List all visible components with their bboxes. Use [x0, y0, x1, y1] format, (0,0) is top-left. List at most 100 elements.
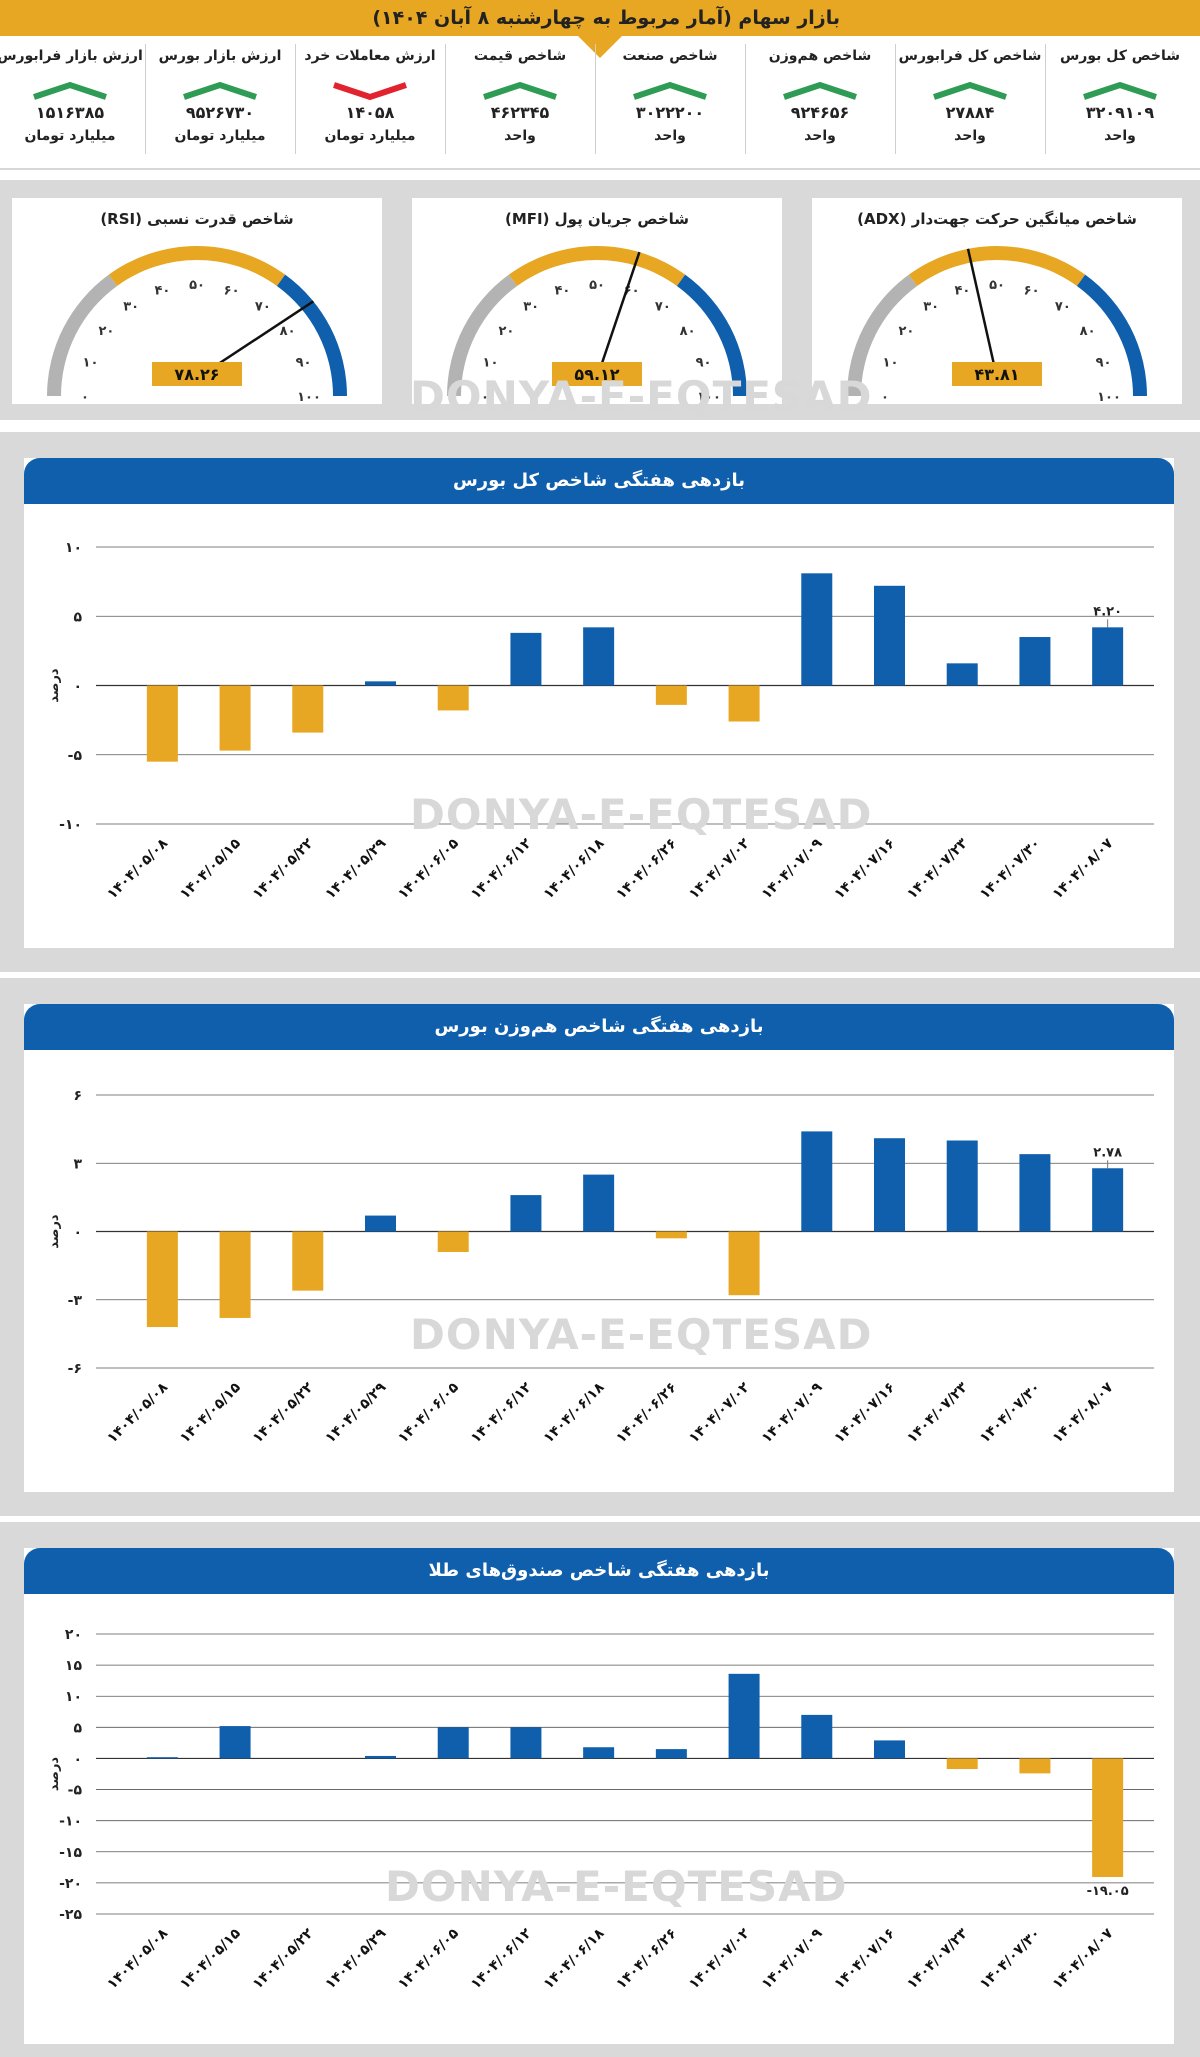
- chart-title: بازدهی هفتگی شاخص کل بورس: [452, 470, 746, 491]
- stat-separator: [595, 44, 596, 154]
- x-tick-label: ۱۴۰۴/۰۷/۰۲: [686, 1925, 753, 1992]
- stat-label: ارزش بازار فرابورس: [0, 48, 143, 64]
- x-tick-label: ۱۴۰۴/۰۷/۱۶: [831, 1926, 898, 1993]
- chart-panel-equal-weight: بازدهی هفتگی شاخص هم‌وزن بورس -۶ -۳ ۰ ۳ ۶ درص…: [0, 978, 1200, 1516]
- stat-label: ارزش بازار بورس: [158, 48, 282, 64]
- stats-strip: شاخص کل بورس ۳۲۰۹۱۰۹ واحد شاخص کل فرابورس ۲۷…: [0, 36, 1200, 170]
- trend-up-icon: [33, 81, 107, 100]
- bar: [801, 1131, 833, 1232]
- bar: [146, 1231, 178, 1328]
- gauge-tick-label: ۹۰: [696, 355, 712, 370]
- gauge-tick-label: ۶۰: [1024, 283, 1040, 298]
- bar: [1019, 1154, 1051, 1232]
- chart-header: بازدهی هفتگی شاخص صندوق‌های طلا: [24, 1548, 1174, 1594]
- bar: [510, 632, 542, 686]
- gauge-card: شاخص میانگین حرکت جهت‌دار (ADX) ۰ ۱۰ ۲۰ ۳۰ ۴۰…: [812, 198, 1182, 404]
- y-tick-label: ۱۰: [65, 1689, 82, 1705]
- trend-up-icon: [633, 81, 707, 100]
- y-tick-label: ۰: [73, 1751, 82, 1767]
- stat-value: ۱۵۱۶۳۸۵: [35, 103, 105, 122]
- bar: [1092, 627, 1124, 686]
- y-tick-label: ۵: [73, 1720, 82, 1736]
- gauge-tick-label: ۱۰: [483, 355, 499, 370]
- stat-value: ۴۶۲۳۴۵: [490, 103, 550, 122]
- x-tick-label: ۱۴۰۴/۰۵/۰۸: [104, 1379, 171, 1446]
- gauge-tick-label: ۱۰۰: [1097, 390, 1121, 404]
- stat-card: شاخص قیمت ۴۶۲۳۴۵ واحد: [446, 36, 594, 168]
- stat-unit: واحد: [804, 128, 836, 144]
- gauge-value-box: [552, 362, 642, 386]
- bar: [583, 1747, 615, 1759]
- gauge-title: شاخص میانگین حرکت جهت‌دار (ADX): [857, 210, 1137, 228]
- x-tick-label: ۱۴۰۴/۰۷/۱۶: [831, 1380, 898, 1447]
- bar: [655, 1231, 687, 1239]
- stat-unit: واحد: [654, 128, 686, 144]
- x-tick-label: ۱۴۰۴/۰۵/۰۸: [104, 835, 171, 902]
- gauges-panel: شاخص میانگین حرکت جهت‌دار (ADX) ۰ ۱۰ ۲۰ ۳۰ ۴۰…: [0, 180, 1200, 420]
- bar: [146, 1757, 178, 1759]
- gauge-tick-label: ۳۰: [923, 299, 939, 314]
- stat-value: ۳۲۰۹۱۰۹: [1085, 103, 1155, 122]
- bar: [874, 585, 905, 686]
- x-tick-label: ۱۴۰۴/۰۶/۱۲: [468, 1925, 535, 1992]
- y-tick-label: -۵: [68, 748, 83, 764]
- stat-unit: میلیارد تومان: [24, 128, 116, 144]
- bar: [801, 1714, 833, 1759]
- stat-label: شاخص کل فرابورس: [898, 48, 1042, 64]
- gauge-tick-label: ۴۰: [954, 283, 970, 298]
- trend-up-icon: [933, 81, 1007, 100]
- gauge-tick-label: ۰: [81, 390, 89, 404]
- bar: [583, 1174, 615, 1232]
- bar: [292, 1231, 324, 1291]
- bar: [365, 1755, 396, 1759]
- y-tick-label: ۵: [73, 609, 82, 625]
- bar: [874, 1740, 905, 1759]
- bar: [437, 685, 469, 711]
- x-tick-label: ۱۴۰۴/۰۷/۱۶: [831, 836, 898, 903]
- stat-unit: میلیارد تومان: [324, 128, 416, 144]
- x-tick-label: ۱۴۰۴/۰۷/۰۹: [759, 1925, 826, 1992]
- gauge-tick-label: ۱۰: [83, 355, 99, 370]
- stat-value: ۲۷۸۸۴: [945, 103, 995, 122]
- bar: [437, 1727, 469, 1759]
- gauge-title: شاخص جریان پول (MFI): [504, 210, 690, 228]
- gauge-band: [447, 274, 518, 396]
- header-notch: [578, 36, 622, 58]
- chart-card-main-index: بازدهی هفتگی شاخص کل بورس -۱۰ -۵ ۰ ۵ ۱۰ درصد ۱…: [24, 458, 1174, 948]
- stat-value: ۹۲۴۶۵۶: [790, 103, 850, 122]
- gauge-tick-label: ۳۰: [123, 299, 139, 314]
- x-tick-label: ۱۴۰۴/۰۵/۲۲: [250, 1379, 317, 1446]
- trend-down-icon: [333, 82, 407, 101]
- y-tick-label: -۲۵: [59, 1907, 82, 1923]
- stat-unit: میلیارد تومان: [174, 128, 266, 144]
- stat-card: ارزش بازار فرابورس ۱۵۱۶۳۸۵ میلیارد تومان: [0, 36, 144, 168]
- x-tick-label: ۱۴۰۴/۰۶/۱۲: [468, 1379, 535, 1446]
- chart-header: بازدهی هفتگی شاخص کل بورس: [24, 458, 1174, 504]
- y-tick-label: -۲۰: [59, 1876, 82, 1892]
- gauge-band: [847, 274, 918, 396]
- bar: [510, 1727, 542, 1759]
- gauge-tick-label: ۰: [481, 390, 489, 404]
- gauge-tick-label: ۸۰: [1080, 324, 1096, 339]
- bar: [1019, 637, 1051, 686]
- chart-header: بازدهی هفتگی شاخص هم‌وزن بورس: [24, 1004, 1174, 1050]
- stat-separator: [895, 44, 896, 154]
- stat-value: ۳۰۲۲۲۰۰: [635, 103, 705, 122]
- y-tick-label: ۶: [73, 1088, 82, 1104]
- y-tick-label: -۳: [68, 1293, 83, 1309]
- x-tick-label: ۱۴۰۴/۰۶/۲۶: [613, 1926, 680, 1993]
- stat-label: شاخص کل بورس: [1059, 48, 1180, 64]
- x-tick-label: ۱۴۰۴/۰۶/۰۵: [395, 1379, 462, 1446]
- gauge-tick-label: ۰: [881, 390, 889, 404]
- x-tick-label: ۱۴۰۴/۰۵/۲۲: [250, 835, 317, 902]
- x-tick-label: ۱۴۰۴/۰۷/۲۳: [904, 1379, 971, 1446]
- bar: [146, 685, 178, 762]
- gauge-tick-label: ۲۰: [498, 324, 514, 339]
- data-label: ۲.۷۸: [1093, 1145, 1122, 1160]
- y-tick-label: ۳: [73, 1156, 82, 1172]
- gauge-band: [276, 274, 347, 396]
- x-tick-label: ۱۴۰۴/۰۷/۰۹: [759, 835, 826, 902]
- gauge-tick-label: ۹۰: [296, 355, 312, 370]
- gauge-tick-label: ۳۰: [523, 299, 539, 314]
